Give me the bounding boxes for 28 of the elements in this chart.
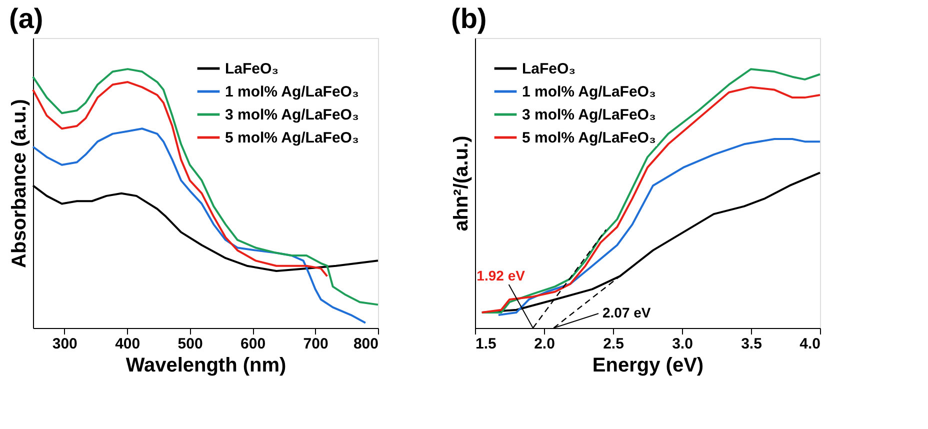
legend-label: 5 mol% Ag/LaFeO₃ [522, 130, 656, 146]
legend-label: LaFeO₃ [225, 60, 279, 78]
chart-title: (b) [451, 3, 487, 34]
x-tick-label: 2.0 [534, 336, 555, 352]
x-tick-label: 300 [52, 336, 78, 352]
chart-title: (a) [9, 3, 44, 34]
x-tick-label: 3.5 [741, 336, 762, 352]
legend-label: 3 mol% Ag/LaFeO₃ [225, 106, 359, 124]
annotation: 2.07 eV [602, 304, 652, 320]
x-tick-label: 700 [303, 336, 328, 352]
legend-label: LaFeO₃ [522, 60, 576, 78]
x-tick-label: 500 [178, 336, 203, 352]
legend-label: 1 mol% Ag/LaFeO₃ [522, 84, 656, 100]
y-axis-title: ahn²/(a.u.) [450, 136, 472, 232]
x-tick-label: 1.5 [476, 336, 496, 352]
x-tick-label: 2.5 [603, 336, 624, 352]
x-tick-label: 600 [240, 336, 266, 352]
x-axis-title: Wavelength (nm) [126, 354, 286, 376]
x-tick-label: 3.0 [672, 336, 693, 352]
x-tick-label: 800 [353, 336, 378, 352]
legend-label: 3 mol% Ag/LaFeO₃ [522, 106, 656, 124]
x-axis-title: Energy (eV) [592, 354, 704, 376]
legend-label: 1 mol% Ag/LaFeO₃ [225, 84, 359, 100]
annotation: 1.92 eV [476, 268, 526, 284]
x-tick-label: 400 [115, 336, 140, 352]
x-tick-label: 4.0 [800, 336, 820, 352]
y-axis-title: Absorbance (a.u.) [8, 99, 30, 268]
legend-label: 5 mol% Ag/LaFeO₃ [225, 130, 359, 146]
